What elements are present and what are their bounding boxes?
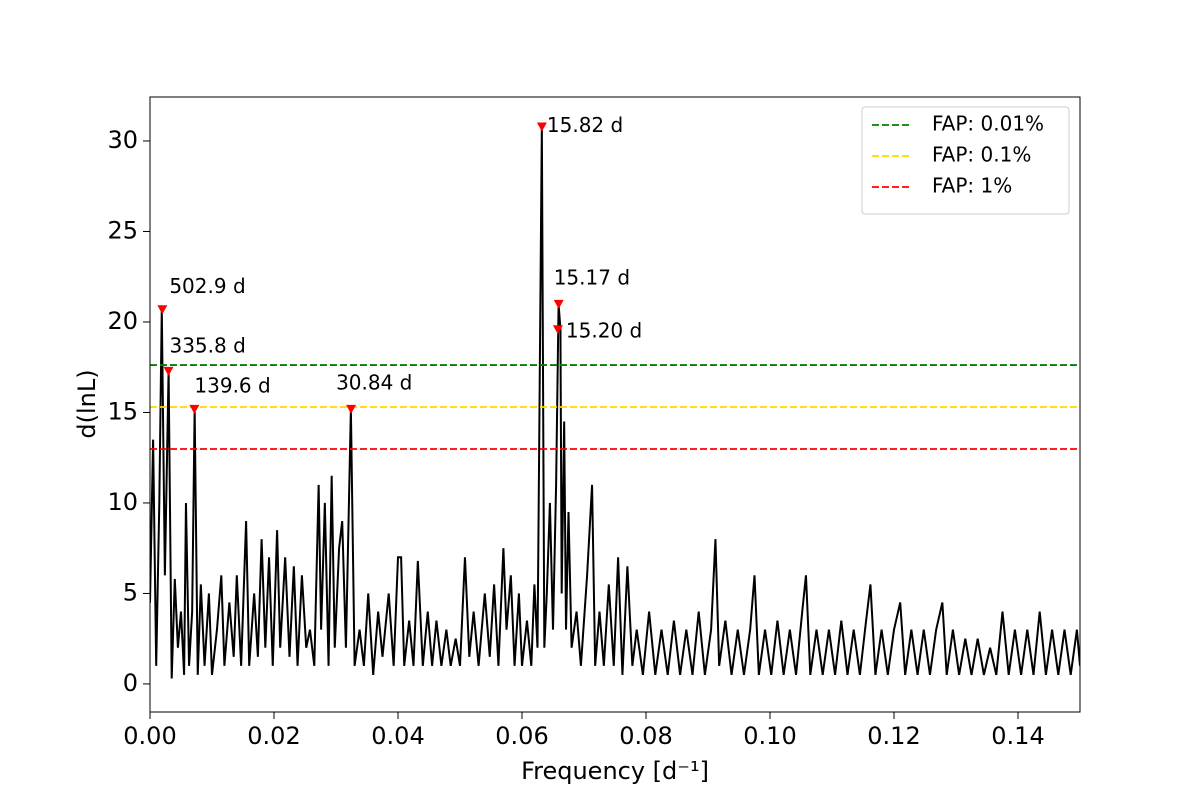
legend-label: FAP: 0.1% <box>932 143 1031 167</box>
y-tick-label: 20 <box>107 307 138 335</box>
x-axis-label: Frequency [d⁻¹] <box>521 757 709 785</box>
y-tick-label: 10 <box>107 488 138 516</box>
y-tick-label: 15 <box>107 397 138 425</box>
peak-marker <box>346 404 357 414</box>
peak-label: 139.6 d <box>194 373 270 397</box>
peak-label: 15.20 d <box>566 319 642 343</box>
peak-label: 15.82 d <box>547 113 623 137</box>
legend-label: FAP: 1% <box>932 174 1012 198</box>
y-axis-label: d(lnL) <box>73 369 101 438</box>
peak-label: 30.84 d <box>336 370 412 394</box>
peak-label: 335.8 d <box>169 333 245 357</box>
x-tick-label: 0.04 <box>371 722 424 750</box>
peak-marker <box>552 325 563 335</box>
peak-marker <box>157 305 168 315</box>
legend-label: FAP: 0.01% <box>932 112 1044 136</box>
x-tick-label: 0.02 <box>247 722 300 750</box>
x-tick-label: 0.12 <box>867 722 920 750</box>
y-tick-label: 5 <box>123 578 138 606</box>
x-tick-label: 0.10 <box>743 722 796 750</box>
plot-area <box>150 126 1080 679</box>
peak-marker <box>536 122 547 132</box>
plot-frame <box>149 96 1081 713</box>
y-tick-label: 30 <box>107 126 138 154</box>
y-tick-label: 0 <box>123 669 138 697</box>
peak-marker <box>189 404 200 414</box>
legend-box <box>861 106 1070 215</box>
x-tick-label: 0.08 <box>619 722 672 750</box>
peak-marker <box>553 299 564 309</box>
periodogram-line <box>150 126 1080 679</box>
x-tick-label: 0.14 <box>991 722 1044 750</box>
peak-label: 15.17 d <box>554 265 630 289</box>
peak-marker <box>163 366 174 376</box>
x-tick-label: 0.00 <box>123 722 176 750</box>
y-tick-label: 25 <box>107 216 138 244</box>
x-tick-label: 0.06 <box>495 722 548 750</box>
peak-label: 502.9 d <box>169 274 245 298</box>
